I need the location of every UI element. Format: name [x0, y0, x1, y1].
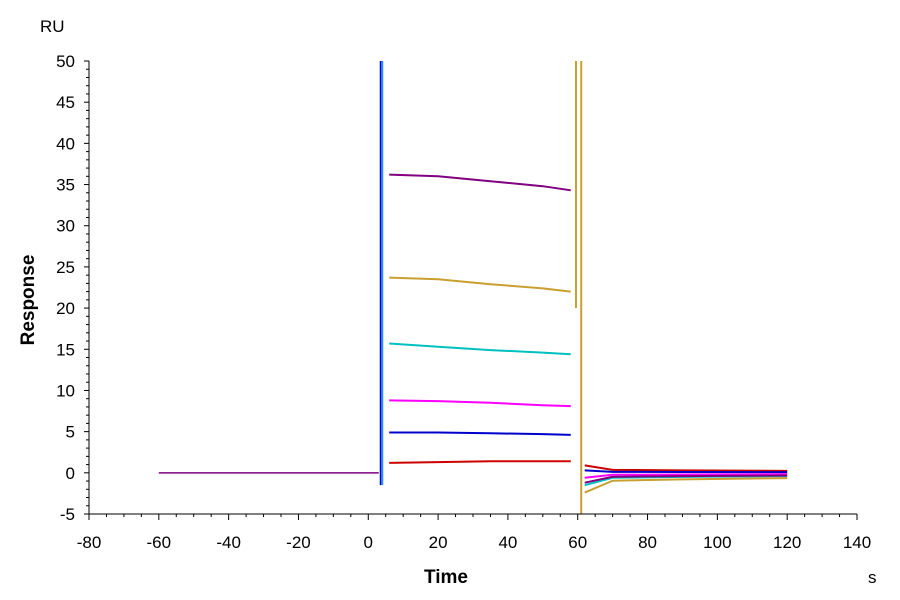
x-tick-label: 140	[843, 533, 871, 552]
y-tick-label: 10	[56, 381, 75, 400]
x-tick-label: 20	[429, 533, 448, 552]
x-tick-label: 120	[773, 533, 801, 552]
x-axis-title: Time	[424, 567, 468, 588]
x-tick-label: -20	[286, 533, 311, 552]
y-tick-label: 40	[56, 134, 75, 153]
x-tick-label: 100	[703, 533, 731, 552]
series-0-association	[389, 460, 571, 464]
x-axis-unit: s	[868, 568, 877, 587]
x-tick-label: -40	[216, 533, 241, 552]
y-axis-ticks: -5 0 5 10 15 20 25 30 35 40 45 50	[56, 52, 89, 524]
series-4-association	[389, 276, 571, 293]
x-tick-label: -80	[77, 533, 102, 552]
y-tick-label: 0	[66, 464, 75, 483]
y-tick-label: 15	[56, 340, 75, 359]
y-tick-label: 50	[56, 52, 75, 71]
series-5-association	[389, 173, 571, 192]
series-2-association	[389, 399, 571, 408]
y-tick-label: 30	[56, 217, 75, 236]
series-0-dissociation	[584, 464, 788, 472]
series-1-association	[389, 431, 571, 436]
y-tick-label: 20	[56, 299, 75, 318]
y-tick-label: 5	[66, 423, 75, 442]
y-tick-label: -5	[60, 505, 75, 524]
x-tick-label: 80	[638, 533, 657, 552]
series-1-dissociation	[584, 469, 788, 474]
series-5-dissociation	[584, 474, 788, 484]
series-3-association	[389, 342, 571, 356]
y-axis-title: Response	[18, 255, 39, 346]
x-tick-label: 40	[498, 533, 517, 552]
series-4-dissociation	[584, 477, 788, 494]
x-tick-label: 60	[568, 533, 587, 552]
traces	[158, 61, 788, 514]
x-axis-ticks: -80 -60 -40 -20 0 20 40 60 80 100 120 140	[77, 514, 871, 552]
series-2-dissociation	[584, 473, 788, 479]
x-tick-label: -60	[147, 533, 172, 552]
y-tick-label: 25	[56, 258, 75, 277]
x-tick-label: 0	[364, 533, 373, 552]
y-tick-label: 35	[56, 176, 75, 195]
y-axis-unit: RU	[40, 17, 65, 36]
y-tick-label: 45	[56, 93, 75, 112]
